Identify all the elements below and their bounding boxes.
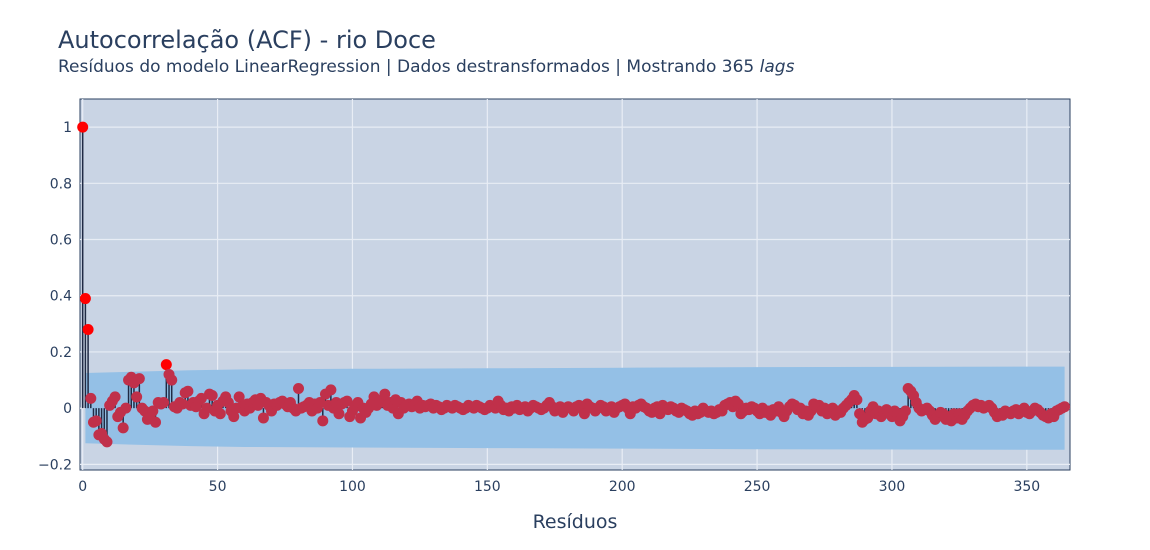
acf-point-significant — [77, 121, 89, 133]
y-tick-label: 0 — [63, 401, 72, 417]
y-tick-label: −0.2 — [38, 457, 72, 473]
acf-point-significant — [82, 323, 94, 335]
acf-point — [133, 373, 145, 385]
x-tick-label: 0 — [78, 479, 87, 495]
chart-subtitle: Resíduos do modelo LinearRegression | Da… — [58, 57, 794, 77]
acf-point — [257, 412, 269, 424]
acf-point — [166, 374, 178, 386]
acf-point — [341, 395, 353, 407]
acf-point — [101, 436, 113, 448]
acf-point-significant — [79, 293, 91, 305]
acf-point — [131, 391, 143, 403]
x-axis-ticks: 0 50 100 150 200 250 300 350 — [78, 479, 1040, 495]
acf-point — [1059, 401, 1071, 413]
x-tick-label: 200 — [609, 479, 636, 495]
x-tick-label: 100 — [339, 479, 366, 495]
y-tick-label: 1 — [63, 120, 72, 136]
x-tick-label: 50 — [209, 479, 227, 495]
acf-point — [214, 408, 226, 420]
chart-title: Autocorrelação (ACF) - rio Doce — [58, 26, 436, 54]
acf-point — [195, 392, 207, 404]
acf-point — [899, 405, 911, 417]
acf-markers — [77, 121, 1071, 448]
acf-point — [228, 411, 240, 423]
x-tick-label: 350 — [1013, 479, 1040, 495]
y-tick-label: 0.2 — [50, 345, 72, 361]
acf-point — [317, 415, 329, 427]
acf-point — [333, 408, 345, 420]
acf-point — [182, 385, 194, 397]
acf-point — [325, 384, 337, 396]
y-tick-label: 0.6 — [50, 233, 72, 249]
acf-point — [90, 415, 102, 427]
y-axis-ticks: −0.2 0 0.2 0.4 0.6 0.8 1 — [38, 120, 72, 473]
x-tick-label: 150 — [474, 479, 501, 495]
y-tick-label: 0.4 — [50, 289, 72, 305]
acf-point — [206, 390, 218, 402]
acf-point — [85, 392, 97, 404]
acf-point — [150, 416, 162, 428]
subtitle-lags-emphasis: lags — [759, 57, 795, 77]
acf-point — [158, 397, 170, 409]
acf-point — [293, 382, 305, 394]
subtitle-text: Resíduos do modelo LinearRegression | Da… — [58, 57, 760, 77]
y-tick-label: 0.8 — [50, 176, 72, 192]
x-tick-label: 300 — [879, 479, 906, 495]
acf-point — [177, 398, 189, 410]
acf-point — [120, 402, 132, 414]
acf-point — [851, 394, 863, 406]
acf-point — [222, 397, 234, 409]
acf-point — [147, 405, 159, 417]
acf-point-significant — [160, 359, 172, 371]
x-axis-title: Resíduos — [533, 511, 618, 533]
acf-point — [117, 422, 129, 434]
acf-point — [233, 391, 245, 403]
acf-point — [109, 391, 121, 403]
x-tick-label: 250 — [744, 479, 771, 495]
acf-point — [379, 388, 391, 400]
